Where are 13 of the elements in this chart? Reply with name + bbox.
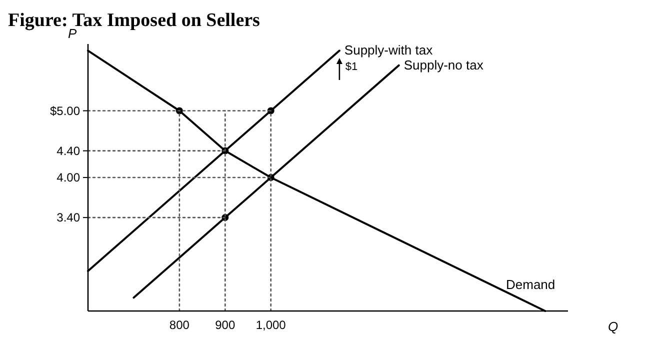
y-tick-label: $5.00: [50, 104, 80, 118]
series-label: Demand: [506, 277, 556, 292]
x-tick-label: 900: [215, 318, 236, 332]
x-tick-label: 1,000: [256, 318, 286, 332]
y-tick-label: 3.40: [56, 210, 80, 225]
y-axis-title: P: [68, 26, 77, 41]
series-label: Supply-no tax: [404, 57, 484, 72]
y-tick-label: 4.00: [56, 170, 80, 184]
annotation: $1: [345, 61, 358, 74]
y-tick-label: 4.40: [56, 144, 80, 158]
x-axis-title: Q: [608, 319, 618, 334]
x-tick-label: 800: [169, 318, 190, 332]
series-label: Supply-with tax: [344, 42, 434, 58]
